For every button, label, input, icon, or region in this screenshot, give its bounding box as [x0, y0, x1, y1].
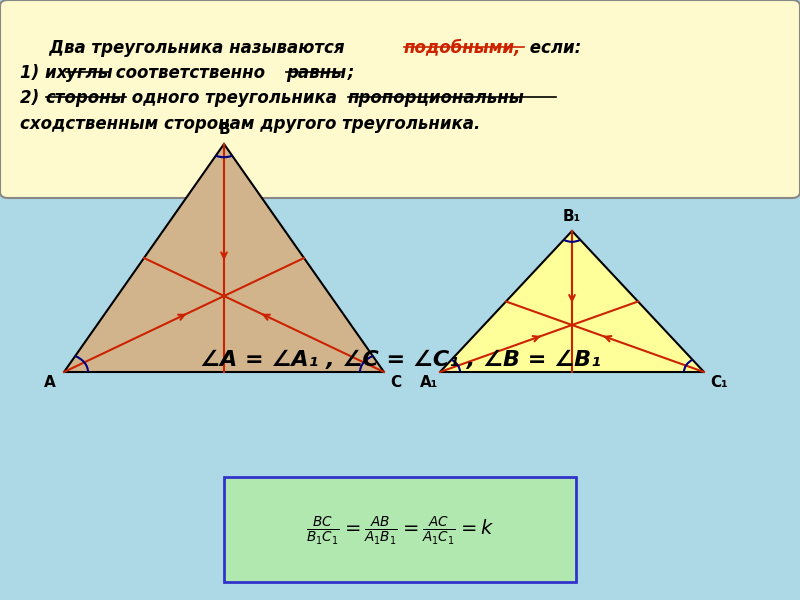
Text: соответственно: соответственно	[110, 64, 271, 82]
Text: углы: углы	[66, 64, 113, 82]
Text: C₁: C₁	[710, 375, 728, 390]
Text: 2): 2)	[20, 89, 45, 107]
Text: Два треугольника называются: Два треугольника называются	[32, 39, 350, 57]
Text: подобными,: подобными,	[404, 39, 522, 57]
Text: одного треугольника: одного треугольника	[126, 89, 343, 107]
Text: $\frac{BC}{B_1C_1} = \frac{AB}{A_1B_1} = \frac{AC}{A_1C_1} = k$: $\frac{BC}{B_1C_1} = \frac{AB}{A_1B_1} =…	[306, 515, 494, 547]
Text: стороны: стороны	[46, 89, 126, 107]
Text: ∠A = ∠A₁ , ∠C = ∠C₁ , ∠B = ∠B₁: ∠A = ∠A₁ , ∠C = ∠C₁ , ∠B = ∠B₁	[199, 350, 601, 370]
Text: равны: равны	[286, 64, 346, 82]
FancyBboxPatch shape	[0, 0, 800, 198]
Text: пропорциональны: пропорциональны	[348, 89, 525, 107]
Polygon shape	[64, 144, 384, 372]
Text: C: C	[390, 375, 402, 390]
Text: A: A	[44, 375, 56, 390]
Text: 1) их: 1) их	[20, 64, 73, 82]
Text: если:: если:	[524, 39, 582, 57]
Text: сходственным сторонам другого треугольника.: сходственным сторонам другого треугольни…	[20, 115, 480, 133]
Polygon shape	[440, 231, 704, 372]
Text: B₁: B₁	[563, 209, 581, 224]
Text: B: B	[218, 122, 230, 137]
Text: A₁: A₁	[420, 375, 438, 390]
Text: ;: ;	[342, 64, 354, 82]
FancyBboxPatch shape	[224, 477, 576, 582]
